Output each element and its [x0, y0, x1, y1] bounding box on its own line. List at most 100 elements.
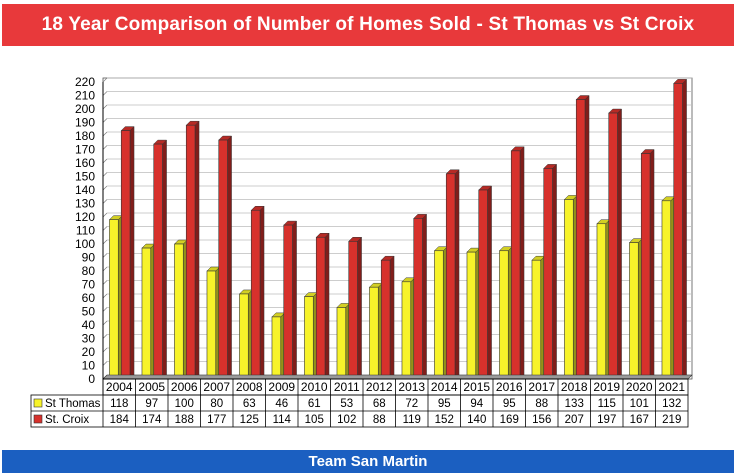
gridline-depth — [102, 280, 108, 285]
st-thomas-value-label: 101 — [630, 398, 649, 410]
st-thomas-value-label: 72 — [405, 398, 418, 410]
st-croix-value-label: 125 — [240, 414, 259, 426]
st-croix-bar-side — [552, 163, 557, 380]
st-croix-bar-side — [324, 232, 330, 380]
gridline-depth — [102, 212, 108, 218]
gridline-depth — [102, 185, 108, 191]
st-thomas-value-label: 100 — [175, 398, 194, 410]
st-croix-value-label: 114 — [273, 414, 292, 426]
st-thomas-value-label: 115 — [598, 398, 616, 410]
x-tick-label: 2008 — [236, 380, 263, 394]
gridline-depth — [102, 293, 108, 299]
st-croix-value-label: 184 — [110, 414, 130, 426]
y-tick-label: 110 — [76, 224, 95, 238]
x-tick-label: 2016 — [496, 380, 523, 394]
gridline-depth — [102, 131, 108, 137]
st-thomas-bar — [206, 266, 221, 380]
st-croix-bar — [510, 146, 525, 380]
st-croix-value-label: 188 — [175, 414, 194, 426]
st-croix-bar-front — [120, 130, 131, 380]
y-axis-tick-labels: 0102030405060708090100110120130140150160… — [75, 75, 95, 386]
st-croix-value-label: 177 — [207, 414, 226, 426]
st-croix-bar-side — [584, 94, 590, 380]
y-tick-label: 40 — [82, 318, 96, 332]
gridline-depth — [102, 199, 108, 204]
st-croix-value-label: 156 — [532, 414, 551, 426]
y-tick-label: 70 — [82, 278, 96, 292]
y-tick-label: 190 — [75, 116, 95, 130]
x-tick-label: 2004 — [106, 380, 133, 394]
st-croix-bar-side — [389, 255, 395, 380]
gridline-depth — [102, 361, 108, 366]
st-croix-bar-front — [640, 153, 651, 380]
chart-title-banner: 18 Year Comparison of Number of Homes So… — [2, 4, 734, 46]
st-croix-bar — [120, 125, 135, 380]
st-thomas-bar — [401, 277, 416, 380]
st-croix-bar-side — [129, 125, 135, 380]
y-tick-label: 140 — [75, 183, 95, 197]
st-croix-bar — [478, 185, 493, 380]
st-thomas-bar-front — [466, 251, 477, 380]
gridline-depth — [102, 320, 108, 326]
chart-floor — [102, 374, 693, 380]
st-thomas-bar — [433, 246, 448, 380]
st-thomas-bar — [303, 292, 318, 380]
legend-key-st-croix — [33, 414, 43, 424]
y-tick-label: 30 — [82, 332, 96, 346]
gridline-depth — [102, 226, 108, 231]
gridline-depth — [102, 347, 108, 353]
st-croix-bar — [445, 169, 460, 380]
st-thomas-value-label: 88 — [535, 398, 548, 410]
st-thomas-value-label: 46 — [275, 398, 288, 410]
st-croix-bar-front — [673, 83, 683, 380]
st-croix-bar-front — [510, 150, 521, 380]
y-tick-label: 60 — [82, 291, 96, 305]
st-croix-bar — [283, 220, 298, 380]
st-thomas-bar — [531, 255, 546, 380]
y-tick-label: 200 — [75, 102, 95, 116]
st-thomas-bar-front — [336, 307, 347, 380]
y-tick-label: 180 — [75, 129, 95, 143]
st-thomas-bar-front — [271, 316, 282, 380]
gridline-depth — [102, 104, 108, 110]
x-tick-label: 2018 — [561, 380, 588, 394]
gridline-depth — [102, 307, 108, 312]
x-tick-label: 2015 — [463, 380, 490, 394]
st-croix-bar-side — [259, 205, 265, 380]
x-tick-label: 2019 — [593, 380, 620, 394]
st-croix-value-label: 219 — [662, 414, 681, 426]
st-thomas-bar-front — [174, 243, 184, 380]
y-tick-label: 150 — [75, 170, 95, 184]
gridline-depth — [102, 77, 108, 83]
y-tick-label: 120 — [75, 210, 95, 224]
st-croix-bar — [250, 205, 265, 380]
legend-label-st-croix: St. Croix — [45, 414, 89, 426]
st-croix-bar-front — [315, 236, 326, 380]
st-croix-bar — [608, 108, 623, 380]
legend-label-st-thomas: St Thomas — [45, 398, 101, 410]
st-croix-bar-side — [617, 108, 622, 380]
st-croix-bar-front — [218, 139, 228, 380]
st-thomas-bar-front — [531, 259, 542, 380]
st-croix-bar-side — [649, 148, 655, 380]
st-thomas-value-label: 53 — [340, 398, 353, 410]
st-croix-bar-side — [292, 220, 297, 380]
footer-label: Team San Martin — [308, 453, 428, 470]
x-tick-label: 2017 — [528, 380, 555, 394]
y-tick-label: 80 — [82, 264, 96, 278]
st-thomas-value-label: 94 — [470, 398, 483, 410]
gridline-depth — [102, 118, 108, 123]
x-tick-label: 2012 — [366, 380, 393, 394]
st-thomas-bar-front — [109, 219, 119, 380]
st-thomas-value-label: 133 — [565, 398, 584, 410]
x-tick-label: 2011 — [334, 380, 360, 394]
gridline-depth — [102, 253, 108, 258]
st-croix-bar-front — [413, 218, 423, 380]
st-croix-bar-front — [608, 112, 618, 380]
st-thomas-value-label: 132 — [662, 398, 681, 410]
y-tick-label: 130 — [75, 197, 95, 211]
st-croix-bar-front — [283, 224, 293, 380]
y-tick-label: 10 — [82, 359, 96, 373]
st-croix-bar-side — [454, 169, 460, 380]
x-tick-label: 2005 — [138, 380, 165, 394]
